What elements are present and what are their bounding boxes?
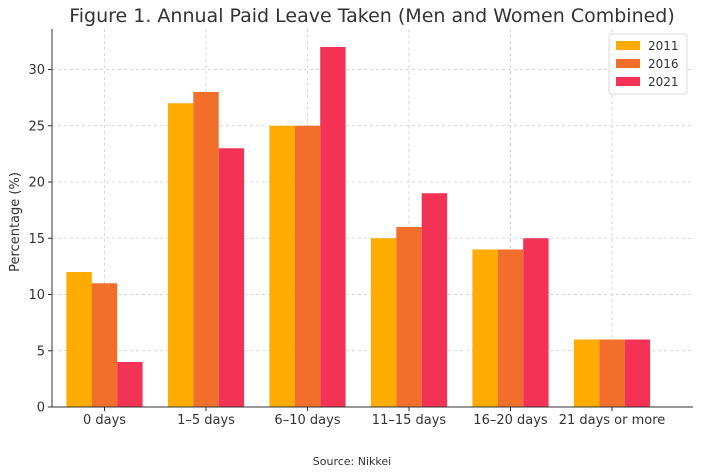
axes: 0 5 10 15 20 25 30 0 days 1–5 days 6–10 days 11–15… bbox=[28, 29, 693, 428]
bar-2016-2 bbox=[294, 125, 321, 407]
y-tick-label: 20 bbox=[28, 176, 45, 191]
x-tick-label: 0 days bbox=[83, 413, 126, 428]
y-tick-label: 15 bbox=[28, 232, 45, 247]
bar-2021-4 bbox=[523, 238, 549, 407]
y-tick-label: 0 bbox=[37, 401, 45, 416]
legend-label-2021: 2021 bbox=[648, 75, 679, 89]
y-tick-label: 5 bbox=[37, 344, 45, 359]
chart-title: Figure 1. Annual Paid Leave Taken (Men a… bbox=[69, 5, 675, 27]
x-tick-label: 21 days or more bbox=[559, 413, 666, 428]
legend-swatch-2016 bbox=[616, 59, 640, 68]
bar-2016-4 bbox=[497, 249, 524, 407]
bar-2011-4 bbox=[472, 249, 498, 407]
bar-2011-2 bbox=[269, 125, 295, 407]
legend-swatch-2021 bbox=[616, 77, 640, 86]
bar-2011-1 bbox=[167, 103, 194, 407]
bar-2016-0 bbox=[91, 283, 118, 407]
bar-2021-1 bbox=[218, 148, 245, 407]
bar-2021-5 bbox=[624, 339, 651, 407]
bar-2011-3 bbox=[370, 238, 397, 407]
legend-swatch-2011 bbox=[616, 41, 640, 50]
y-tick-label: 10 bbox=[28, 288, 45, 303]
source-note: Source: Nikkei bbox=[313, 455, 391, 468]
x-tick-label: 16–20 days bbox=[473, 413, 548, 428]
y-tick-label: 25 bbox=[28, 119, 45, 134]
bar-2021-3 bbox=[421, 193, 448, 407]
bars bbox=[66, 47, 651, 407]
bar-2016-3 bbox=[396, 227, 422, 407]
y-tick-label: 30 bbox=[28, 63, 45, 78]
bar-2016-1 bbox=[193, 92, 219, 407]
legend-label-2011: 2011 bbox=[648, 39, 679, 53]
legend-label-2016: 2016 bbox=[648, 57, 679, 71]
x-tick-label: 6–10 days bbox=[274, 413, 340, 428]
bar-2011-5 bbox=[573, 339, 600, 407]
x-tick-label: 1–5 days bbox=[177, 413, 235, 428]
bar-2016-5 bbox=[599, 339, 625, 407]
bar-2011-0 bbox=[66, 272, 92, 407]
x-tick-label: 11–15 days bbox=[372, 413, 447, 428]
bar-2021-2 bbox=[320, 47, 346, 407]
y-axis-label: Percentage (%) bbox=[8, 172, 23, 272]
bar-2021-0 bbox=[117, 362, 143, 407]
legend: 2011 2016 2021 bbox=[608, 33, 688, 95]
